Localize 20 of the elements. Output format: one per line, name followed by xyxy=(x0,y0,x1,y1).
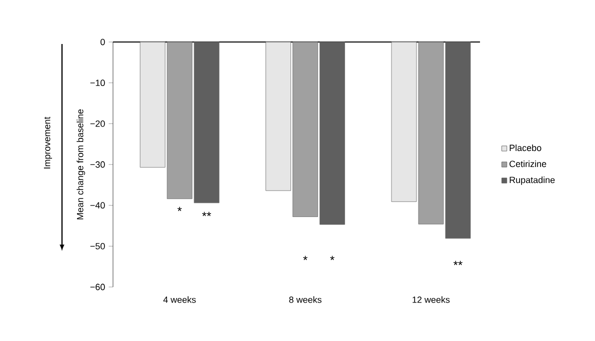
annotation: * xyxy=(303,256,308,260)
y-tick-label: −40 xyxy=(90,202,105,209)
y-tick-label: −60 xyxy=(90,284,105,290)
y-tick-label: −30 xyxy=(90,161,105,168)
y-tick-label: 0 xyxy=(100,38,105,46)
annotation: * xyxy=(330,256,334,260)
annotation: ** xyxy=(202,212,212,216)
x-tick-label: 4 weeks xyxy=(163,296,196,303)
y-tick-label: −50 xyxy=(90,242,105,250)
y-axis-title: Mean change from baseline xyxy=(76,109,86,220)
legend-label: Placebo xyxy=(510,144,542,152)
y-tick-label: −10 xyxy=(90,80,105,86)
legend-label: Cetirizine xyxy=(510,160,546,168)
text: Improvement xyxy=(44,116,52,168)
annotation: ** xyxy=(454,260,462,266)
y-tick-label: −20 xyxy=(90,120,105,127)
annotation: * xyxy=(177,206,182,212)
x-tick-label: 8 weeks xyxy=(289,296,322,303)
legend-label: Rupatadine xyxy=(510,176,555,185)
x-tick-label: 12 weeks xyxy=(412,296,450,303)
